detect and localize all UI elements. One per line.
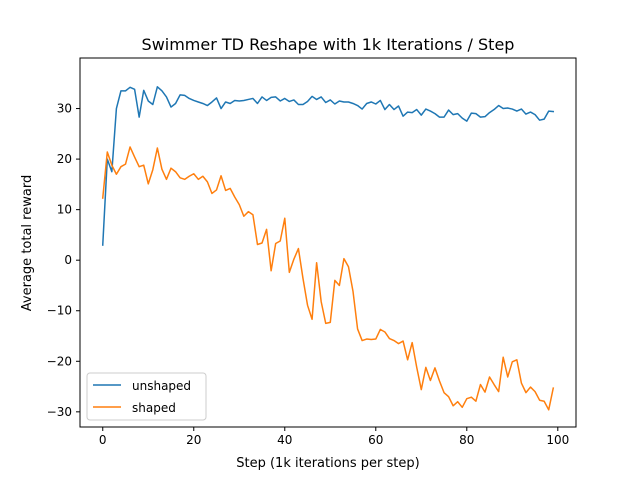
x-tick-label: 40 [277,433,292,447]
series-line-shaped [101,146,555,411]
legend-unshaped-label: unshaped [132,379,191,393]
x-tick-label: 0 [99,433,107,447]
y-tick-label: −30 [47,405,72,419]
x-tick-label: 20 [186,433,201,447]
chart-title: Swimmer TD Reshape with 1k Iterations / … [142,35,515,54]
y-tick-label: −10 [47,304,72,318]
series-lines [101,86,555,411]
y-tick-label: 30 [57,102,72,116]
x-axis-label: Step (1k iterations per step) [236,456,419,471]
y-axis-label: Average total reward [20,175,35,311]
x-tick-label: 80 [459,433,474,447]
axis-ticks: 0 20 40 60 80 100 −30 −20 −10 0 10 20 30 [47,102,570,447]
x-tick-label: 100 [546,433,569,447]
plot-frame [79,57,577,428]
y-tick-label: 0 [64,253,72,267]
y-tick-label: 10 [57,203,72,217]
legend-shaped-label: shaped [132,401,176,415]
series-line-unshaped [101,86,555,246]
legend: unshaped shaped [86,372,207,421]
y-tick-label: 20 [57,152,72,166]
y-tick-label: −20 [47,354,72,368]
x-tick-label: 60 [368,433,383,447]
